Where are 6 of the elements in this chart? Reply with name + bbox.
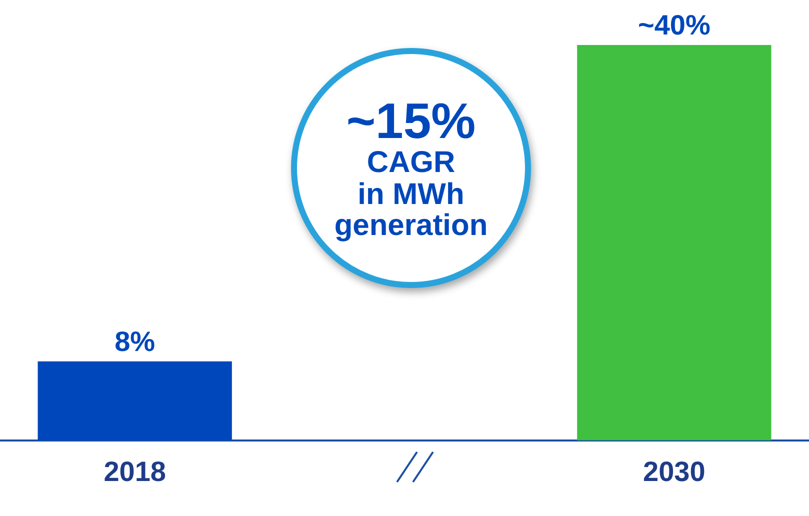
- x-tick-label: 2030: [643, 456, 706, 487]
- x-tick-label: 2018: [104, 456, 166, 487]
- data-label: 8%: [114, 326, 156, 358]
- data-label: ~40%: [638, 10, 710, 41]
- circle-outline: ~15% CAGR in MWh generation: [291, 48, 531, 288]
- annotation: ~15% CAGR in MWh generation: [334, 92, 488, 242]
